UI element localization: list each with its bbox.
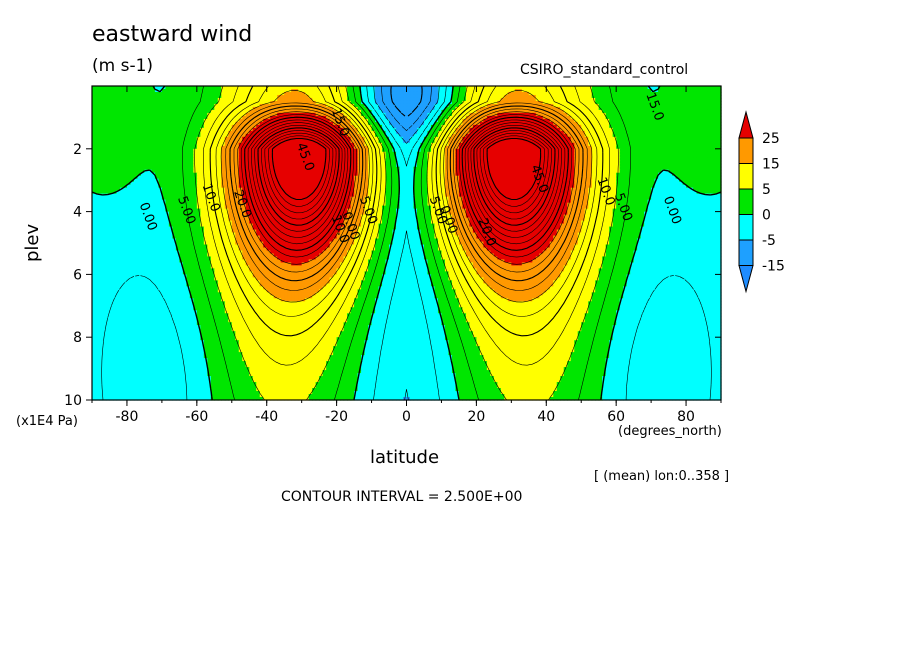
- colorbar-label: 15: [762, 157, 780, 173]
- y-tick-label: 2: [73, 142, 82, 158]
- x-tick-label: -40: [255, 409, 278, 425]
- x-tick-label: 80: [677, 409, 695, 425]
- x-axis-label: latitude: [370, 447, 440, 468]
- colorbar-segment: [738, 188, 754, 215]
- colorbar-label: 5: [762, 182, 771, 198]
- y-tick-label: 4: [73, 205, 82, 221]
- chart-title: eastward wind: [92, 22, 253, 47]
- contour-interval: CONTOUR INTERVAL = 2.500E+00: [281, 489, 523, 505]
- colorbar-segment: [738, 137, 754, 164]
- colorbar-segment: [738, 239, 754, 266]
- colorbar-top-arrow: [738, 110, 754, 139]
- x-tick-label: 20: [467, 409, 485, 425]
- model-name: CSIRO_standard_control: [520, 62, 689, 78]
- colorbar-segment: [738, 163, 754, 190]
- y-tick-label: 6: [73, 267, 82, 283]
- x-axis-units: (degrees_north): [618, 424, 722, 439]
- x-tick-label: -60: [185, 409, 208, 425]
- x-tick-label: 60: [607, 409, 625, 425]
- chart-units: (m s-1): [92, 56, 154, 76]
- y-tick-label: 10: [64, 393, 82, 409]
- colorbar-label: 0: [762, 208, 771, 224]
- y-axis-label: plev: [22, 223, 43, 262]
- x-tick-label: 40: [537, 409, 555, 425]
- contour-lines: [91, 85, 722, 401]
- x-tick-label: -80: [116, 409, 139, 425]
- colorbar-segment: [738, 214, 754, 241]
- colorbar-bottom-arrow: [738, 265, 754, 294]
- y-tick-label: 8: [73, 330, 82, 346]
- x-tick-label: 0: [402, 409, 411, 425]
- colorbar-label: -15: [762, 259, 785, 275]
- colorbar-label: -5: [762, 233, 776, 249]
- y-axis-units: (x1E4 Pa): [16, 414, 78, 429]
- longitude-note: [ (mean) lon:0..358 ]: [594, 469, 730, 484]
- colorbar-label: 25: [762, 131, 780, 147]
- x-tick-label: -20: [325, 409, 348, 425]
